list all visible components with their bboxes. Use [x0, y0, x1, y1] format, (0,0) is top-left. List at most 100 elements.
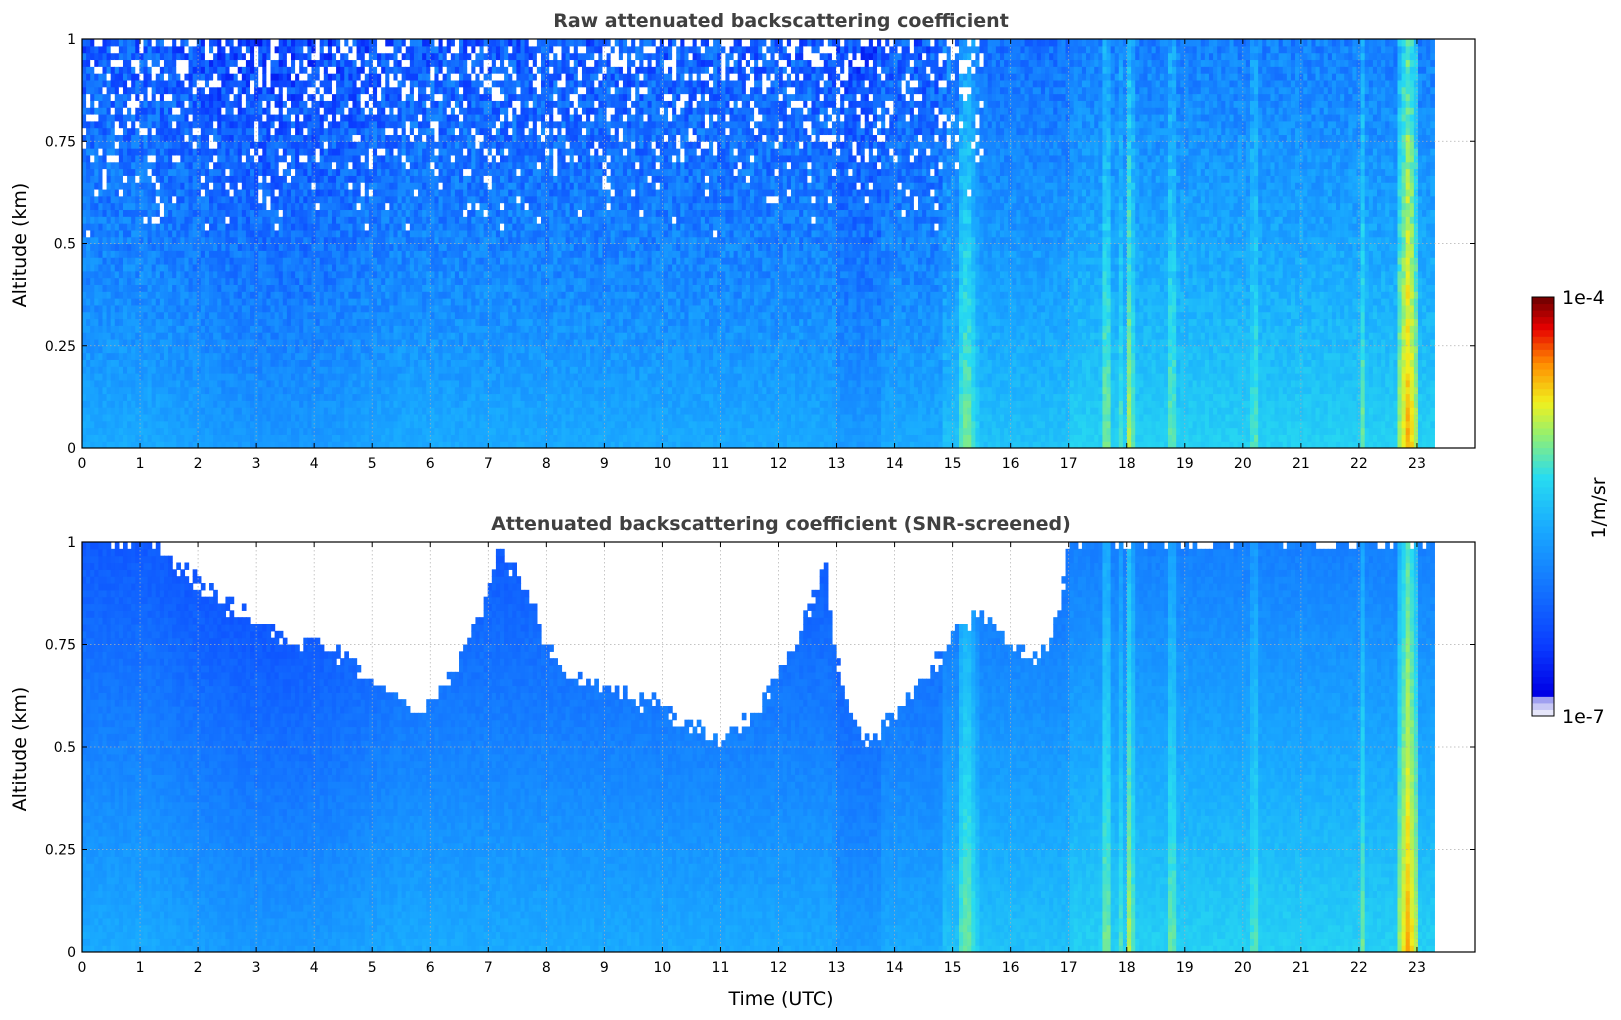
heatmap-cell: [163, 311, 169, 320]
heatmap-cell: [393, 107, 399, 115]
heatmap-cell: [385, 195, 390, 204]
heatmap-cell: [336, 223, 341, 231]
heatmap-cell: [315, 427, 321, 435]
heatmap-cell: [262, 257, 268, 265]
heatmap-cell: [159, 216, 165, 224]
heatmap-cell: [213, 345, 218, 354]
heatmap-cell: [172, 39, 177, 47]
heatmap-cell: [336, 141, 341, 149]
heatmap-cell: [237, 113, 243, 122]
heatmap-cell: [204, 39, 210, 47]
heatmap-cell: [135, 45, 140, 54]
heatmap-cell: [245, 134, 251, 142]
heatmap-cell: [295, 45, 300, 54]
heatmap-cell: [204, 229, 210, 238]
heatmap-cell: [192, 359, 198, 367]
heatmap-cell: [221, 284, 227, 292]
heatmap-cell: [336, 338, 341, 347]
heatmap-cell: [168, 379, 173, 388]
heatmap-cell: [168, 59, 173, 67]
heatmap-cell: [98, 73, 104, 81]
heatmap-cell: [172, 373, 177, 381]
heatmap-cell: [327, 250, 333, 258]
heatmap-cell: [299, 311, 304, 320]
heatmap-cell: [155, 373, 161, 381]
heatmap-cell: [405, 298, 411, 306]
heatmap-cell: [176, 182, 181, 190]
heatmap-cell: [172, 298, 177, 306]
heatmap-cell: [204, 168, 210, 176]
heatmap-cell: [352, 107, 358, 115]
heatmap-cell: [418, 188, 423, 197]
heatmap-cell: [377, 407, 382, 415]
heatmap-cell: [291, 202, 296, 211]
heatmap-cell: [409, 257, 415, 265]
heatmap-cell: [282, 236, 288, 245]
heatmap-cell: [82, 352, 87, 360]
heatmap-cell: [98, 209, 104, 217]
heatmap-cell: [221, 100, 227, 108]
heatmap-cell: [336, 52, 341, 61]
heatmap-cell: [274, 107, 280, 115]
heatmap-cell: [315, 311, 321, 320]
heatmap-cell: [217, 161, 222, 170]
heatmap-cell: [323, 216, 329, 224]
heatmap-cell: [303, 434, 308, 442]
heatmap-cell: [172, 304, 177, 313]
heatmap-cell: [397, 229, 403, 238]
heatmap-cell: [360, 134, 366, 142]
heatmap-cell: [245, 209, 251, 217]
heatmap-cell: [237, 134, 243, 142]
heatmap-cell: [258, 134, 263, 142]
heatmap-cell: [377, 161, 382, 170]
heatmap-cell: [348, 420, 354, 429]
heatmap-cell: [151, 39, 157, 47]
heatmap-cell: [155, 413, 161, 422]
heatmap-cell: [401, 127, 407, 136]
heatmap-cell: [303, 195, 308, 204]
heatmap-cell: [319, 154, 325, 163]
heatmap-cell: [180, 386, 186, 395]
heatmap-cell: [110, 236, 116, 245]
heatmap-cell: [155, 325, 161, 333]
heatmap-cell: [303, 73, 308, 81]
heatmap-cell: [282, 291, 288, 299]
heatmap-cell: [409, 141, 415, 149]
heatmap-cell: [291, 263, 296, 272]
heatmap-cell: [331, 52, 337, 61]
heatmap-cell: [114, 352, 120, 360]
heatmap-cell: [331, 175, 337, 183]
heatmap-cell: [180, 304, 186, 313]
heatmap-cell: [131, 120, 136, 129]
heatmap-cell: [344, 366, 349, 374]
heatmap-cell: [196, 420, 202, 429]
heatmap-cell: [360, 175, 366, 183]
heatmap-cell: [372, 107, 378, 115]
heatmap-cell: [299, 400, 304, 408]
heatmap-cell: [266, 182, 272, 190]
heatmap-cell: [258, 195, 263, 204]
heatmap-cell: [176, 434, 181, 442]
heatmap-cell: [155, 93, 161, 101]
heatmap-cell: [360, 359, 366, 367]
heatmap-cell: [381, 338, 386, 347]
heatmap-cell: [323, 338, 329, 347]
heatmap-cell: [225, 393, 231, 401]
heatmap-cell: [258, 291, 263, 299]
heatmap-cell: [258, 93, 263, 101]
heatmap-cell: [147, 325, 153, 333]
heatmap-cell: [192, 250, 198, 258]
heatmap-cell: [114, 257, 120, 265]
heatmap-cell: [118, 427, 124, 435]
heatmap-cell: [188, 434, 194, 442]
heatmap-cell: [315, 93, 321, 101]
heatmap-cell: [307, 420, 313, 429]
heatmap-cell: [127, 298, 132, 306]
heatmap-cell: [90, 359, 95, 367]
heatmap-cell: [360, 332, 366, 340]
heatmap-cell: [315, 345, 321, 354]
heatmap-cell: [147, 161, 153, 170]
heatmap-cell: [237, 79, 243, 88]
heatmap-cell: [127, 223, 132, 231]
heatmap-cell: [299, 243, 304, 251]
